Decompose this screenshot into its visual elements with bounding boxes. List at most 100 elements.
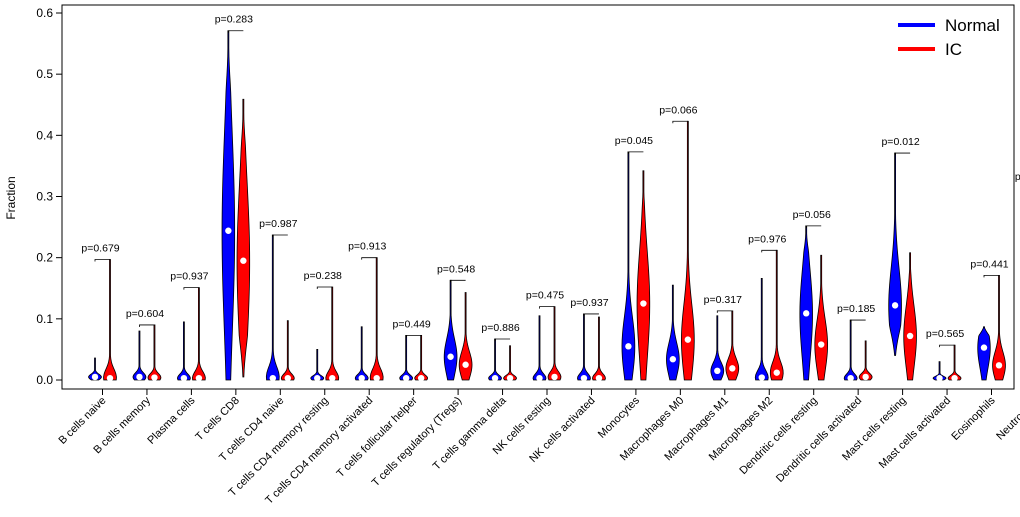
p-value-bracket (805, 225, 822, 228)
p-value-label: p=0.937 (170, 271, 208, 283)
p-value-bracket (628, 151, 644, 154)
violin-normal-b-cells-memory (132, 330, 147, 381)
p-value-label: p=0.565 (926, 328, 964, 340)
violin-normal-t-cells-cd4-memory-activated (354, 326, 369, 381)
y-tick-label: 0.2 (36, 251, 53, 265)
legend: Normal IC (898, 16, 1000, 59)
median-marker-ic (906, 332, 914, 340)
median-marker-normal (180, 374, 188, 382)
p-value-bracket (316, 286, 333, 290)
median-marker-ic (595, 374, 603, 382)
p-value-bracket (139, 324, 155, 327)
violin-ic-nk-cells-activated (592, 316, 606, 381)
p-value-bracket (716, 310, 733, 313)
violin-ic-t-cells-cd8 (236, 98, 251, 378)
p-value-label: p=0.056 (793, 209, 831, 221)
median-marker-normal (625, 343, 632, 350)
median-marker-normal (136, 373, 143, 381)
median-marker-ic (862, 373, 869, 381)
violin-normal-t-cells-cd4-memory-resting (310, 349, 325, 381)
y-tick-label: 0.4 (36, 128, 53, 142)
p-value-bracket (94, 259, 110, 262)
median-marker-ic (951, 374, 958, 382)
p-value-bracket (983, 275, 999, 278)
median-marker-ic (462, 361, 469, 368)
p-value-label: p=0.238 (304, 270, 342, 282)
y-tick-label: 0.6 (36, 6, 53, 20)
violin-normal-macrophages-m0 (666, 284, 680, 381)
median-marker-ic (329, 374, 336, 382)
median-marker-normal (402, 374, 410, 382)
median-marker-normal (891, 302, 899, 309)
p-value-label: p=0.679 (81, 243, 119, 255)
violin-normal-nk-cells-resting (532, 315, 547, 381)
median-marker-normal (758, 374, 765, 381)
median-marker-normal (491, 374, 499, 382)
median-marker-normal (669, 356, 677, 363)
median-marker-normal (847, 374, 854, 382)
p-value-label: p=0.449 (393, 318, 431, 330)
y-tick-label: 0.0 (36, 373, 53, 387)
p-value-label: p=0.475 (526, 290, 564, 302)
violin-ic-dendritic-cells-activated (858, 340, 873, 381)
p-value-bracket (450, 279, 466, 283)
violin-layer (88, 30, 1006, 382)
median-marker-ic (995, 362, 1003, 369)
p-value-label: p=0.987 (259, 218, 297, 230)
p-value-bracket (672, 120, 688, 124)
p-value-bracket (361, 257, 377, 260)
median-marker-normal (536, 374, 543, 382)
p-value-layer: p=0.679 p=0.604 p=0.937 p=0.283 p=0.987 p=0.2… (81, 14, 1020, 348)
y-axis-label: Fraction (4, 176, 18, 219)
y-tick-label: 0.1 (36, 312, 53, 326)
median-marker-normal (225, 227, 232, 234)
p-value-label: p=0.317 (704, 294, 742, 306)
median-marker-normal (980, 344, 988, 351)
median-marker-normal (936, 374, 943, 382)
violin-normal-b-cells-naive (88, 357, 102, 381)
median-marker-ic (195, 374, 203, 382)
legend-label-normal: Normal (945, 16, 1000, 35)
p-value-bracket (494, 338, 511, 342)
median-marker-ic (240, 257, 247, 264)
p-value-label: p=0.222 (1015, 171, 1020, 183)
p-value-label: p=0.937 (570, 297, 608, 309)
p-value-label: p=0.976 (748, 233, 786, 245)
y-tick-label: 0.5 (36, 67, 53, 81)
violin-normal-plasma-cells (177, 321, 191, 381)
median-marker-normal (447, 353, 454, 360)
median-marker-normal (269, 374, 276, 382)
violin-normal-macrophages-m2 (754, 278, 769, 381)
violin-ic-dendritic-cells-resting (814, 254, 828, 381)
p-value-bracket (850, 319, 866, 323)
median-marker-ic (773, 369, 780, 376)
p-value-bracket (183, 287, 199, 290)
violin-normal-mast-cells-activated (932, 361, 947, 381)
violin-normal-macrophages-m1 (710, 315, 725, 381)
violin-ic-mast-cells-resting (903, 252, 917, 381)
median-marker-ic (106, 374, 114, 382)
median-marker-normal (358, 374, 365, 382)
p-value-label: p=0.045 (615, 135, 653, 147)
violin-normal-eosinophils (977, 326, 991, 381)
violin-ic-monocytes (636, 170, 651, 381)
median-marker-ic (151, 374, 158, 381)
median-marker-normal (91, 373, 99, 381)
p-value-bracket (405, 334, 422, 338)
median-marker-ic (551, 373, 558, 381)
violin-ic-t-cells-gamma-delta (503, 345, 517, 381)
p-value-label: p=0.185 (837, 303, 875, 315)
p-value-label: p=0.886 (481, 322, 519, 334)
p-value-label: p=0.066 (659, 104, 697, 116)
median-marker-ic (684, 336, 692, 343)
median-marker-normal (803, 310, 810, 317)
median-marker-ic (640, 300, 647, 307)
median-marker-ic (729, 365, 736, 372)
median-marker-normal (714, 367, 721, 375)
y-tick-label: 0.3 (36, 190, 53, 204)
y-axis: 0.0 0.1 0.2 0.3 0.4 0.5 0.6 (36, 6, 62, 387)
median-marker-ic (373, 374, 380, 382)
violin-ic-t-cells-regulatory-tregs (458, 292, 473, 381)
